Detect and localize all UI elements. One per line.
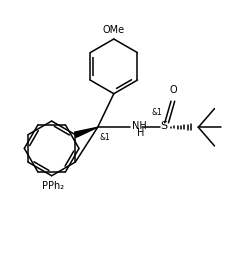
Polygon shape <box>74 127 98 137</box>
Text: S: S <box>160 121 167 131</box>
Text: PPh₂: PPh₂ <box>42 181 64 191</box>
Text: H: H <box>137 128 144 139</box>
Text: &1: &1 <box>151 108 162 117</box>
Text: O: O <box>169 85 177 95</box>
Text: OMe: OMe <box>103 25 125 34</box>
Text: &1: &1 <box>100 133 110 143</box>
Text: NH: NH <box>132 121 147 131</box>
